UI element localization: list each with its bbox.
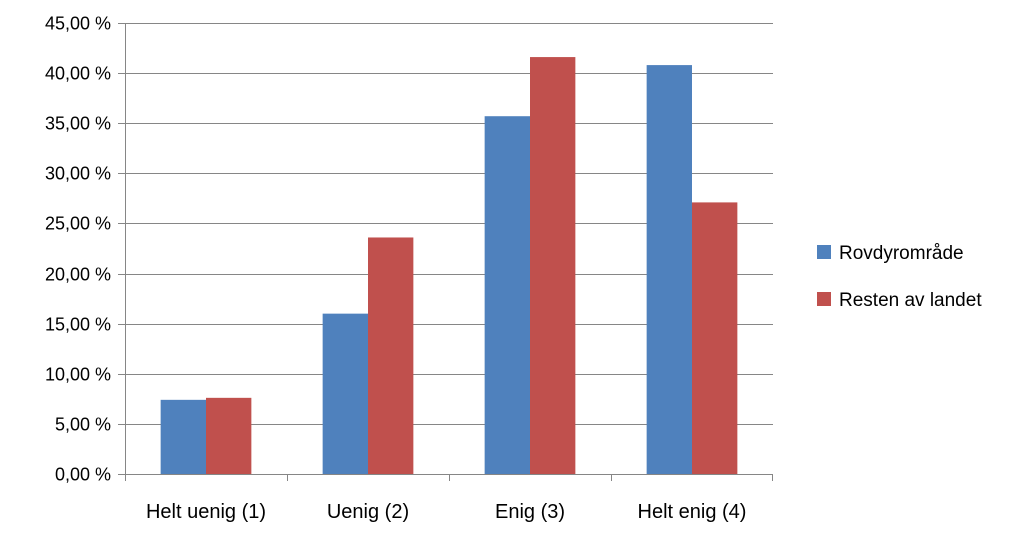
bars (160, 57, 738, 475)
bar-resten-av-landet (368, 237, 414, 474)
bar-rovdyromrade (484, 116, 530, 474)
x-category-label: Uenig (2) (327, 501, 409, 523)
bar-rovdyromrade (322, 313, 368, 474)
bar-resten-av-landet (206, 397, 252, 474)
y-tick-label: 35,00 % (45, 114, 111, 134)
y-tick-label: 45,00 % (45, 14, 111, 34)
y-tick-label: 0,00 % (55, 465, 111, 485)
axes (118, 23, 773, 481)
gridlines (125, 23, 773, 425)
y-tick-label: 25,00 % (45, 214, 111, 234)
bar-rovdyromrade (646, 65, 692, 475)
y-tick-label: 20,00 % (45, 265, 111, 285)
legend-swatch (817, 292, 831, 306)
y-axis-tick-labels: 0,00 % 5,00 % 10,00 % 15,00 % 20,00 % 25,00 %… (45, 14, 111, 485)
y-tick-label: 10,00 % (45, 365, 111, 385)
legend-item: Rovdyrområde (817, 243, 964, 264)
legend-swatch (817, 245, 831, 259)
bar-resten-av-landet (692, 202, 738, 475)
legend-label: Resten av landet (839, 290, 982, 311)
x-category-label: Enig (3) (495, 501, 565, 523)
legend-item: Resten av landet (817, 290, 982, 311)
y-tick-label: 40,00 % (45, 64, 111, 84)
bar-rovdyromrade (160, 399, 206, 474)
x-category-label: Helt uenig (1) (146, 501, 266, 523)
legend: Rovdyrområde Resten av landet (817, 243, 982, 311)
bar-resten-av-landet (530, 57, 576, 474)
legend-label: Rovdyrområde (839, 243, 964, 264)
y-tick-label: 5,00 % (55, 415, 111, 435)
y-tick-label: 15,00 % (45, 315, 111, 335)
x-category-label: Helt enig (4) (638, 501, 747, 523)
y-tick-label: 30,00 % (45, 164, 111, 184)
x-axis-category-labels: Helt uenig (1) Uenig (2) Enig (3) Helt enig… (146, 501, 747, 523)
